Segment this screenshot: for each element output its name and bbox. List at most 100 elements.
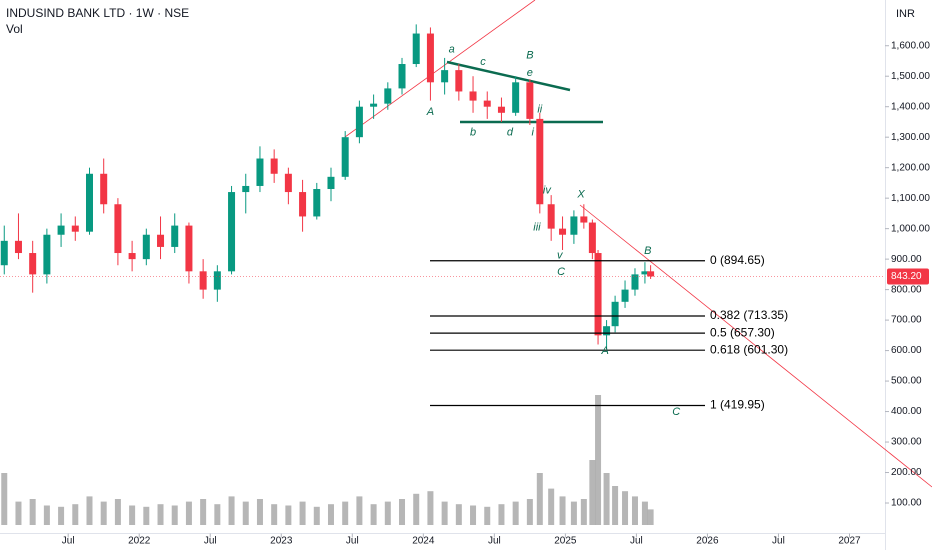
y-tick-label: 300.00: [891, 437, 922, 448]
candle-body: [228, 192, 236, 272]
volume-label: Vol: [6, 22, 23, 36]
candle-body: [441, 70, 449, 83]
wave-label: iv: [543, 185, 552, 197]
volume-bar: [129, 505, 136, 525]
volume-bar: [603, 473, 610, 525]
volume-bar: [214, 504, 221, 525]
candle-body: [588, 222, 596, 254]
x-tick-label: 2025: [554, 536, 577, 547]
volume-bar: [100, 501, 107, 525]
candle-body: [100, 173, 108, 205]
candle-body: [412, 33, 420, 65]
candle-body: [547, 204, 555, 229]
x-tick-label: 2026: [696, 536, 719, 547]
chart-title: INDUSIND BANK LTD · 1W · NSE: [6, 6, 189, 20]
candle-body: [0, 240, 8, 266]
candle-body: [594, 253, 602, 336]
candle-body: [185, 225, 193, 272]
candle-body: [199, 271, 207, 290]
volume-bar: [631, 496, 638, 525]
candle-body: [171, 225, 179, 247]
volume-bar: [536, 473, 543, 525]
volume-bar: [72, 504, 79, 525]
volume-bar: [1, 473, 8, 525]
volume-bar: [58, 506, 65, 525]
last-price-box: [887, 268, 929, 285]
candle-body: [570, 216, 578, 235]
y-tick-label: 1,300.00: [891, 132, 930, 143]
wave-label: X: [576, 189, 585, 201]
x-tick-label: Jul: [62, 536, 75, 547]
candle-body: [512, 82, 520, 113]
candle-body: [128, 253, 136, 260]
candle-body: [313, 189, 321, 217]
candle-body: [469, 91, 477, 101]
candle-body: [142, 234, 150, 260]
x-tick-label: Jul: [204, 536, 217, 547]
trendline: [446, 60, 571, 92]
volume-bar: [228, 496, 235, 525]
wave-label: ii: [537, 104, 542, 116]
candle-body: [580, 216, 588, 223]
volume-bar: [143, 506, 150, 525]
x-tick-label: 2027: [838, 536, 861, 547]
volume-bar: [157, 504, 164, 525]
volume-bar: [384, 501, 391, 525]
volume-bar: [313, 506, 320, 525]
volume-bar: [200, 499, 207, 525]
volume-bar: [299, 501, 306, 525]
volume-bar: [271, 504, 278, 525]
wave-label: d: [507, 127, 514, 139]
wave-label: B: [526, 50, 533, 62]
volume-bar: [327, 504, 334, 525]
x-tick-label: 2023: [270, 536, 293, 547]
volume-bar: [559, 496, 566, 525]
candle-body: [603, 326, 611, 336]
last-price-label: 843.20: [891, 271, 922, 282]
candle-body: [299, 192, 307, 217]
x-tick-label: Jul: [630, 536, 643, 547]
candle-body: [536, 118, 544, 205]
x-tick-label: 2022: [128, 536, 151, 547]
candle-body: [256, 158, 264, 186]
y-tick-label: 500.00: [891, 376, 922, 387]
volume-bar: [498, 504, 505, 525]
candle-body: [57, 225, 65, 235]
currency-label: INR: [896, 8, 915, 20]
y-tick-label: 1,100.00: [891, 193, 930, 204]
volume-bar: [641, 501, 648, 525]
fib-label: 0.618 (601.30): [710, 342, 788, 356]
volume-bar: [342, 501, 349, 525]
wave-label: b: [470, 127, 476, 139]
candle-body: [647, 271, 655, 277]
wave-label: e: [527, 67, 533, 79]
wave-label: i: [531, 127, 534, 139]
y-tick-label: 1,000.00: [891, 223, 930, 234]
candle-body: [242, 185, 250, 193]
volume-bar: [647, 509, 654, 525]
wave-label: iii: [533, 222, 541, 234]
volume-bar: [484, 506, 491, 525]
volume-bar: [589, 460, 596, 525]
wave-label: c: [480, 56, 486, 68]
volume-bar: [470, 505, 477, 525]
volume-bar: [370, 504, 377, 525]
volume-bar: [29, 499, 36, 525]
volume-bar: [512, 501, 519, 525]
x-tick-label: Jul: [346, 536, 359, 547]
x-tick-label: Jul: [488, 536, 501, 547]
fib-label: 1 (419.95): [710, 398, 765, 412]
candle-body: [559, 228, 567, 235]
trendline: [579, 204, 932, 488]
y-tick-label: 1,500.00: [891, 71, 930, 82]
candle-body: [483, 100, 491, 107]
volume-bar: [242, 501, 249, 525]
wave-label: C: [672, 406, 680, 418]
y-tick-label: 1,200.00: [891, 162, 930, 173]
candle-body: [384, 88, 392, 104]
wave-label: B: [644, 245, 651, 257]
wave-label: C: [557, 266, 565, 278]
candle-body: [327, 176, 335, 190]
